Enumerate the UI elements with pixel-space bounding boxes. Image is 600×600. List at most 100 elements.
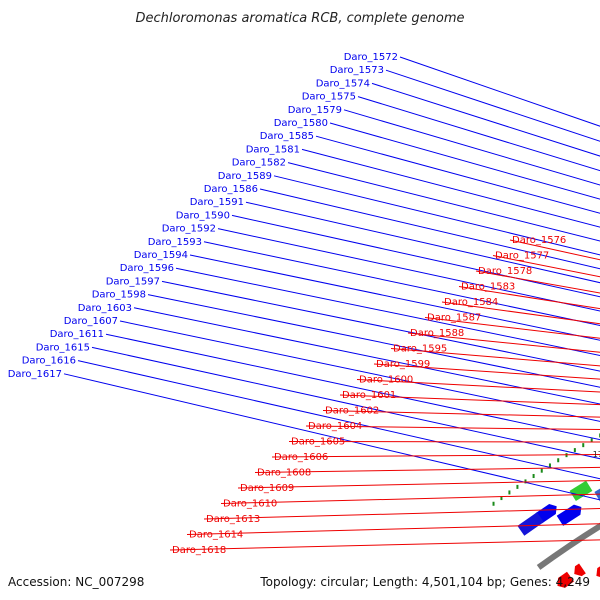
forward-gene <box>569 480 593 502</box>
forward-label-leader <box>385 69 600 142</box>
reverse-gene-label: Daro_1595 <box>393 344 447 355</box>
tick-mark <box>508 490 511 495</box>
reverse-gene-label: Daro_1602 <box>325 406 379 417</box>
forward-gene-shape <box>556 504 582 526</box>
reverse-label-leader <box>407 332 600 353</box>
reverse-gene-label: Daro_1577 <box>495 251 549 262</box>
reverse-gene-label: Daro_1614 <box>189 530 243 541</box>
forward-gene-label: Daro_1580 <box>274 118 328 129</box>
forward-label-leader <box>63 373 600 501</box>
forward-gene-label: Daro_1593 <box>148 237 202 248</box>
forward-gene-label: Daro_1607 <box>64 316 118 327</box>
tick-mark <box>557 458 560 463</box>
forward-label-leader <box>175 267 600 356</box>
tick-mark <box>590 438 593 443</box>
reverse-gene-label: Daro_1600 <box>359 375 413 386</box>
reverse-gene-label: Daro_1578 <box>478 266 532 277</box>
forward-label-leader <box>315 135 600 214</box>
forward-label-leader <box>203 241 600 327</box>
reverse-gene-label: Daro_1608 <box>257 468 311 479</box>
forward-label-leader <box>189 254 600 341</box>
reverse-label-leader <box>237 480 600 489</box>
forward-gene-label: Daro_1581 <box>246 144 300 155</box>
reverse-gene-label: Daro_1599 <box>376 359 430 370</box>
map-title: Dechloromonas aromatica RCB, complete ge… <box>135 11 464 26</box>
forward-gene-label: Daro_1589 <box>218 171 272 182</box>
forward-label-leader <box>245 201 600 284</box>
reverse-gene-label: Daro_1606 <box>274 452 328 463</box>
forward-label-leader <box>371 82 600 157</box>
reverse-label-leader <box>186 523 600 535</box>
forward-label-leader <box>273 175 600 256</box>
scale-label: 1740 kbp <box>593 450 600 459</box>
forward-label-leader <box>329 122 600 200</box>
tick-mark <box>540 468 543 473</box>
forward-gene-label: Daro_1616 <box>22 356 76 367</box>
forward-gene-label: Daro_1592 <box>162 224 216 235</box>
forward-label-leader <box>77 360 600 480</box>
forward-label-leader <box>343 109 600 186</box>
forward-gene-label: Daro_1585 <box>260 131 314 142</box>
forward-gene-label: Daro_1590 <box>176 210 230 221</box>
tick-mark <box>524 479 527 484</box>
forward-label-leader <box>133 307 600 405</box>
reverse-label-leader <box>458 286 600 310</box>
forward-gene-label: Daro_1597 <box>106 276 160 287</box>
forward-label-leader <box>91 346 600 460</box>
reverse-gene-label: Daro_1576 <box>512 235 566 246</box>
forward-gene-label: Daro_1594 <box>134 250 188 261</box>
reverse-gene-label: Daro_1604 <box>308 421 362 432</box>
gene-labels: Daro_1572 Daro_1573 Daro_1574 Daro_1575 Daro… <box>8 52 600 556</box>
reverse-label-leader <box>254 466 600 473</box>
reverse-gene-label: Daro_1605 <box>291 437 345 448</box>
forward-label-leader <box>147 294 600 388</box>
reverse-gene-label: Daro_1588 <box>410 328 464 339</box>
tick-mark <box>532 474 535 479</box>
tick-mark <box>492 501 495 506</box>
forward-label-leader <box>301 148 600 228</box>
forward-gene-label: Daro_1579 <box>288 105 342 116</box>
reverse-gene-shape <box>596 560 600 579</box>
forward-label-leader <box>161 280 600 372</box>
reverse-label-leader <box>441 301 600 325</box>
gene-tracks <box>492 433 600 588</box>
forward-label-leader <box>357 96 600 172</box>
tick-mark <box>573 448 576 453</box>
reverse-label-leader <box>288 441 600 443</box>
reverse-gene-label: Daro_1610 <box>223 499 277 510</box>
reverse-gene-label: Daro_1583 <box>461 282 515 293</box>
reverse-gene <box>596 560 600 579</box>
reverse-label-leader <box>373 363 600 380</box>
reverse-label-leader <box>271 454 600 458</box>
reverse-gene <box>574 563 586 577</box>
reverse-gene-label: Daro_1601 <box>342 390 396 401</box>
reverse-gene-shape <box>557 571 574 588</box>
tick-mark <box>582 443 585 448</box>
tick-mark <box>548 463 551 468</box>
genome-summary-text: Topology: circular; Length: 4,501,104 bp… <box>259 575 590 589</box>
reverse-label-leader <box>475 270 600 294</box>
reverse-label-leader <box>169 539 600 551</box>
accession-text: Accession: NC_007298 <box>8 575 144 589</box>
forward-gene-label: Daro_1582 <box>232 158 286 169</box>
reverse-gene-label: Daro_1587 <box>427 313 481 324</box>
forward-gene-label: Daro_1575 <box>302 92 356 103</box>
reverse-label-leader <box>339 394 600 406</box>
forward-gene <box>556 504 582 526</box>
reverse-gene-shape <box>574 563 586 577</box>
forward-label-leader <box>259 188 600 270</box>
reverse-gene-label: Daro_1618 <box>172 545 226 556</box>
forward-gene-label: Daro_1611 <box>50 329 104 340</box>
forward-gene-label: Daro_1596 <box>120 263 174 274</box>
forward-label-leader <box>287 162 600 242</box>
reverse-label-leader <box>356 379 600 393</box>
forward-gene-label: Daro_1615 <box>36 342 90 353</box>
reverse-label-leader <box>305 425 600 431</box>
tick-mark <box>516 484 519 489</box>
reverse-label-leader <box>203 508 600 520</box>
forward-gene-label: Daro_1573 <box>330 65 384 76</box>
forward-label-leader <box>105 333 600 441</box>
forward-gene-label: Daro_1603 <box>78 303 132 314</box>
